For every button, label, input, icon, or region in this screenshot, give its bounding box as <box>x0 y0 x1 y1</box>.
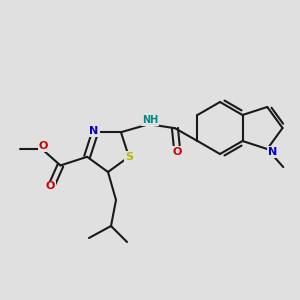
Text: O: O <box>39 142 48 152</box>
Text: S: S <box>125 152 133 162</box>
Text: N: N <box>89 126 99 136</box>
Text: NH: NH <box>142 115 158 125</box>
Text: N: N <box>268 147 277 157</box>
Text: O: O <box>46 182 55 191</box>
Text: O: O <box>172 147 182 157</box>
